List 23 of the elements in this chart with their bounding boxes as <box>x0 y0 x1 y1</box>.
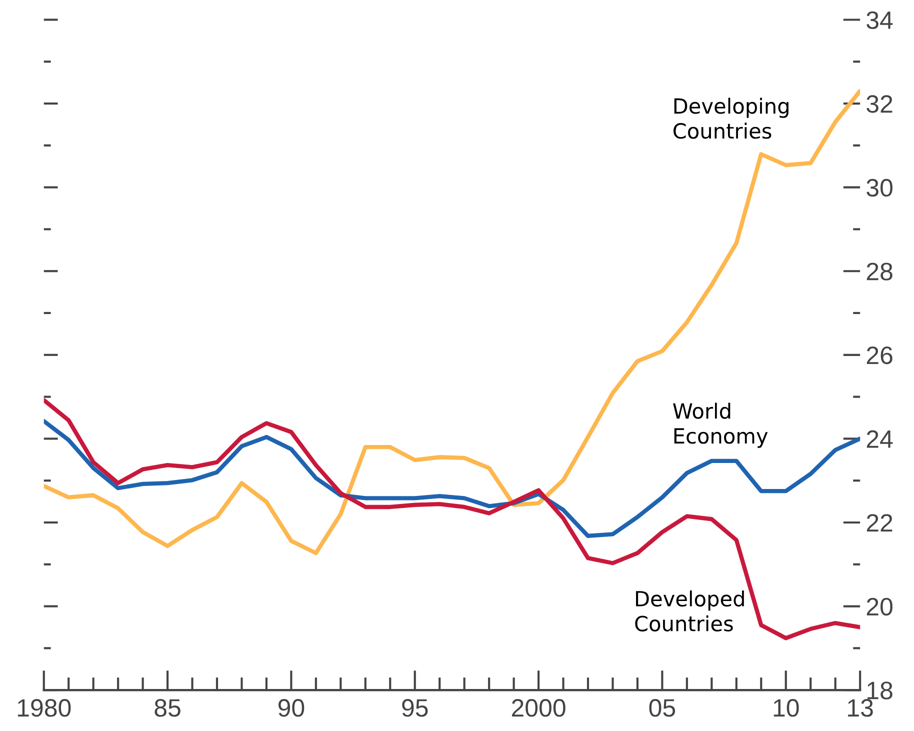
x-tick-label: 2000 <box>512 699 566 717</box>
series-label: Developed Countries <box>635 590 744 632</box>
x-tick-label: 95 <box>402 699 428 717</box>
x-tick-label: 1980 <box>18 699 71 717</box>
y2-tick-label: 24 <box>866 430 893 448</box>
y2-tick-label: 34 <box>866 11 893 30</box>
series-label: Developing Countries <box>674 98 788 139</box>
series-label: World Economy <box>673 402 768 448</box>
line-series <box>44 398 860 640</box>
x-tick-label: 13 <box>848 699 873 717</box>
y2-tick-label: 32 <box>866 95 892 113</box>
y2-tick-label: 20 <box>866 598 892 616</box>
x-tick-label: 90 <box>278 699 304 717</box>
x-tick-label: 10 <box>774 699 799 717</box>
y2-tick-label: 18 <box>868 682 892 700</box>
y2-tick-label: 28 <box>866 262 892 280</box>
line-series <box>44 419 860 538</box>
line-series <box>44 88 860 556</box>
x-tick-label: 85 <box>154 699 180 717</box>
y2-tick-label: 22 <box>866 514 892 532</box>
y2-tick-label: 30 <box>866 178 892 197</box>
x-tick-label: 05 <box>649 699 676 717</box>
y2-tick-label: 26 <box>866 346 892 364</box>
